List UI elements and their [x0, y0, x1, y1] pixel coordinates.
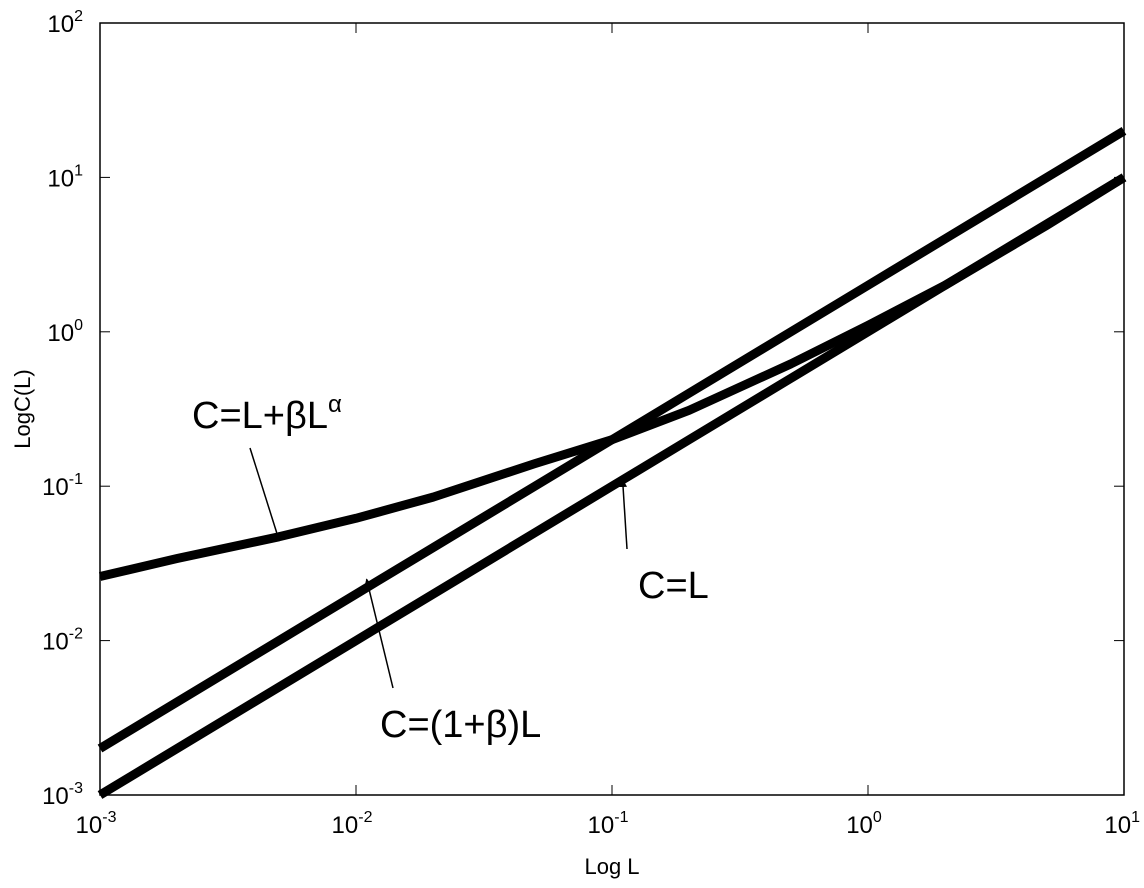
annotation-arrow	[619, 479, 628, 550]
y-tick-label: 10-3	[42, 780, 83, 810]
plot-area	[99, 22, 1125, 796]
y-tick-label: 102	[47, 8, 83, 38]
y-axis-label: LogC(L)	[10, 369, 35, 448]
y-tick-label: 100	[47, 317, 83, 347]
annotations: C=L+βLα C=L C=(1+β)L	[192, 391, 709, 746]
y-tick-label: 10-2	[42, 626, 83, 656]
x-axis-label: Log L	[584, 854, 639, 879]
annotation-label: C=(1+β)L	[380, 704, 541, 746]
x-tick-label: 101	[1104, 809, 1140, 839]
x-tick-label: 10-1	[588, 809, 629, 839]
annotation-arrow	[364, 578, 394, 689]
x-tick-label: 10-3	[76, 809, 117, 839]
x-tick-label: 100	[846, 809, 882, 839]
y-tick-label: 101	[47, 162, 83, 192]
axis-ticks: 10-3 10-2 10-1 100 101 10-3 10-2 10-1 100 101 102	[42, 8, 1140, 839]
annotation-label: C=L	[638, 565, 709, 607]
y-tick-label: 10-1	[42, 471, 83, 501]
x-tick-label: 10-2	[332, 809, 373, 839]
annotation-arrow	[249, 447, 281, 541]
annotation-label: C=L+βLα	[192, 391, 342, 437]
